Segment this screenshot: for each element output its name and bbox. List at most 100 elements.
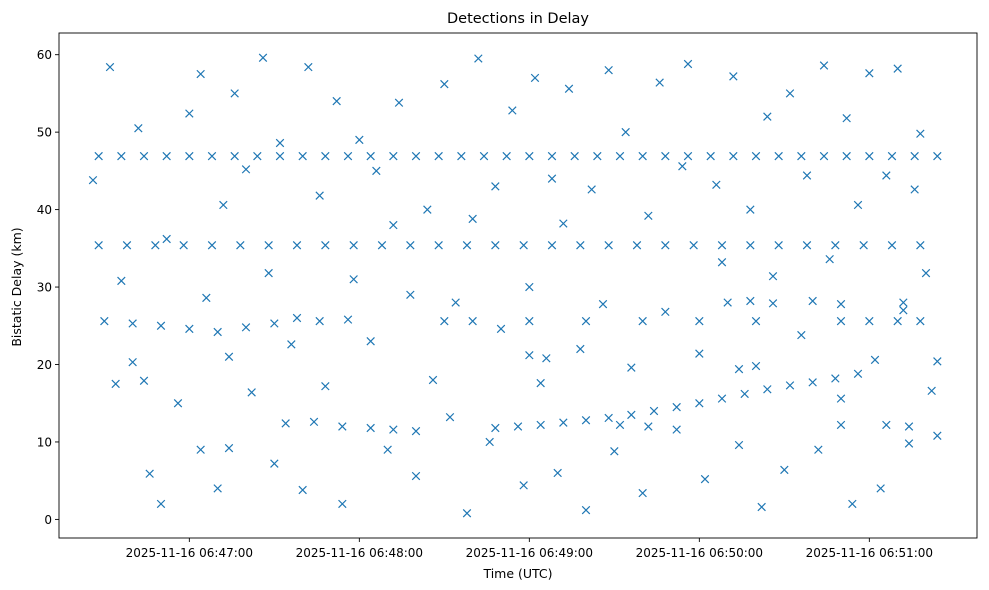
data-point-marker bbox=[627, 363, 636, 372]
data-point-marker bbox=[689, 240, 698, 250]
data-point-marker bbox=[853, 369, 863, 379]
data-point-marker bbox=[423, 205, 432, 214]
data-point-marker bbox=[389, 220, 398, 230]
data-point-marker bbox=[241, 165, 251, 174]
data-point-marker bbox=[802, 240, 812, 250]
data-point-marker bbox=[836, 394, 846, 403]
data-point-marker bbox=[219, 200, 228, 210]
y-tick-label: 30 bbox=[37, 281, 52, 295]
data-point-marker bbox=[315, 316, 324, 326]
data-point-marker bbox=[553, 468, 562, 478]
data-point-marker bbox=[712, 180, 721, 190]
data-point-marker bbox=[536, 378, 545, 388]
data-point-marker bbox=[383, 445, 392, 454]
data-point-marker bbox=[491, 240, 500, 250]
data-point-marker bbox=[604, 65, 613, 75]
x-tick-label: 2025-11-16 06:50:00 bbox=[636, 546, 763, 560]
data-point-marker bbox=[338, 422, 347, 431]
data-point-marker bbox=[910, 185, 919, 194]
data-point-marker bbox=[819, 151, 829, 161]
data-point-marker bbox=[389, 151, 398, 161]
data-point-marker bbox=[853, 200, 863, 210]
data-point-marker bbox=[139, 151, 149, 161]
data-point-marker bbox=[865, 316, 874, 326]
data-point-marker bbox=[717, 394, 727, 403]
data-point-marker bbox=[649, 406, 659, 416]
data-point-marker bbox=[451, 298, 460, 307]
data-point-marker bbox=[224, 352, 234, 361]
data-point-marker bbox=[462, 508, 472, 518]
data-point-marker bbox=[899, 298, 908, 307]
data-point-marker bbox=[581, 505, 591, 515]
data-point-marker bbox=[559, 418, 568, 427]
data-point-marker bbox=[117, 151, 126, 161]
data-point-marker bbox=[349, 275, 358, 284]
data-point-marker bbox=[315, 191, 324, 200]
data-point-marker bbox=[117, 276, 126, 286]
data-point-marker bbox=[162, 234, 171, 244]
data-point-marker bbox=[734, 440, 744, 450]
data-point-marker bbox=[366, 423, 375, 433]
data-point-marker bbox=[292, 313, 302, 323]
data-point-marker bbox=[587, 185, 596, 194]
data-point-marker bbox=[343, 151, 353, 161]
data-point-marker bbox=[876, 484, 885, 493]
data-point-marker bbox=[111, 379, 120, 389]
data-point-marker bbox=[887, 151, 897, 161]
data-point-marker bbox=[904, 439, 914, 448]
data-point-marker bbox=[916, 316, 925, 326]
data-point-marker bbox=[751, 151, 761, 161]
data-point-marker bbox=[780, 465, 789, 475]
data-point-marker bbox=[621, 127, 630, 137]
data-point-marker bbox=[196, 445, 205, 454]
data-point-marker bbox=[559, 219, 568, 228]
data-point-marker bbox=[440, 316, 449, 326]
data-point-marker bbox=[236, 240, 245, 250]
data-point-marker bbox=[615, 420, 625, 430]
data-point-marker bbox=[94, 240, 103, 250]
data-point-marker bbox=[462, 240, 472, 250]
data-point-marker bbox=[275, 138, 285, 148]
data-point-marker bbox=[842, 151, 851, 161]
data-point-marker bbox=[185, 324, 194, 334]
data-point-marker bbox=[655, 78, 664, 87]
data-point-marker bbox=[933, 151, 942, 161]
data-point-marker bbox=[156, 321, 166, 331]
data-point-marker bbox=[661, 307, 670, 317]
data-point-marker bbox=[870, 355, 880, 365]
data-point-marker bbox=[100, 316, 109, 326]
x-axis-label: Time (UTC) bbox=[482, 566, 552, 581]
data-point-marker bbox=[700, 474, 710, 484]
data-point-marker bbox=[615, 151, 625, 161]
axis-ticks: 0 10 20 30 40 50 60 2025-11-16 06:47:00 2025-11-… bbox=[37, 48, 933, 560]
data-point-marker bbox=[768, 299, 778, 308]
data-point-marker bbox=[525, 316, 534, 326]
data-point-marker bbox=[916, 129, 925, 138]
data-point-marker bbox=[145, 469, 154, 478]
data-point-marker bbox=[196, 69, 205, 79]
data-point-marker bbox=[581, 316, 591, 326]
data-point-marker bbox=[581, 416, 591, 425]
data-point-marker bbox=[270, 459, 279, 468]
y-tick-label: 60 bbox=[37, 48, 52, 62]
data-point-marker bbox=[258, 53, 268, 63]
data-point-marker bbox=[768, 271, 778, 281]
data-point-marker bbox=[644, 422, 653, 431]
data-point-marker bbox=[366, 337, 375, 346]
data-point-marker bbox=[746, 205, 755, 214]
data-point-marker bbox=[672, 425, 681, 434]
data-point-marker bbox=[253, 151, 262, 161]
data-point-marker bbox=[287, 340, 296, 349]
data-point-marker bbox=[122, 240, 132, 250]
data-point-marker bbox=[304, 62, 313, 72]
data-point-marker bbox=[910, 151, 919, 161]
data-point-marker bbox=[598, 299, 608, 309]
data-point-marker bbox=[751, 316, 761, 326]
data-point-marker bbox=[139, 376, 149, 385]
data-point-marker bbox=[763, 385, 772, 394]
data-point-marker bbox=[644, 211, 653, 221]
data-point-marker bbox=[355, 135, 364, 145]
data-point-marker bbox=[428, 375, 438, 385]
data-point-marker bbox=[394, 98, 404, 107]
